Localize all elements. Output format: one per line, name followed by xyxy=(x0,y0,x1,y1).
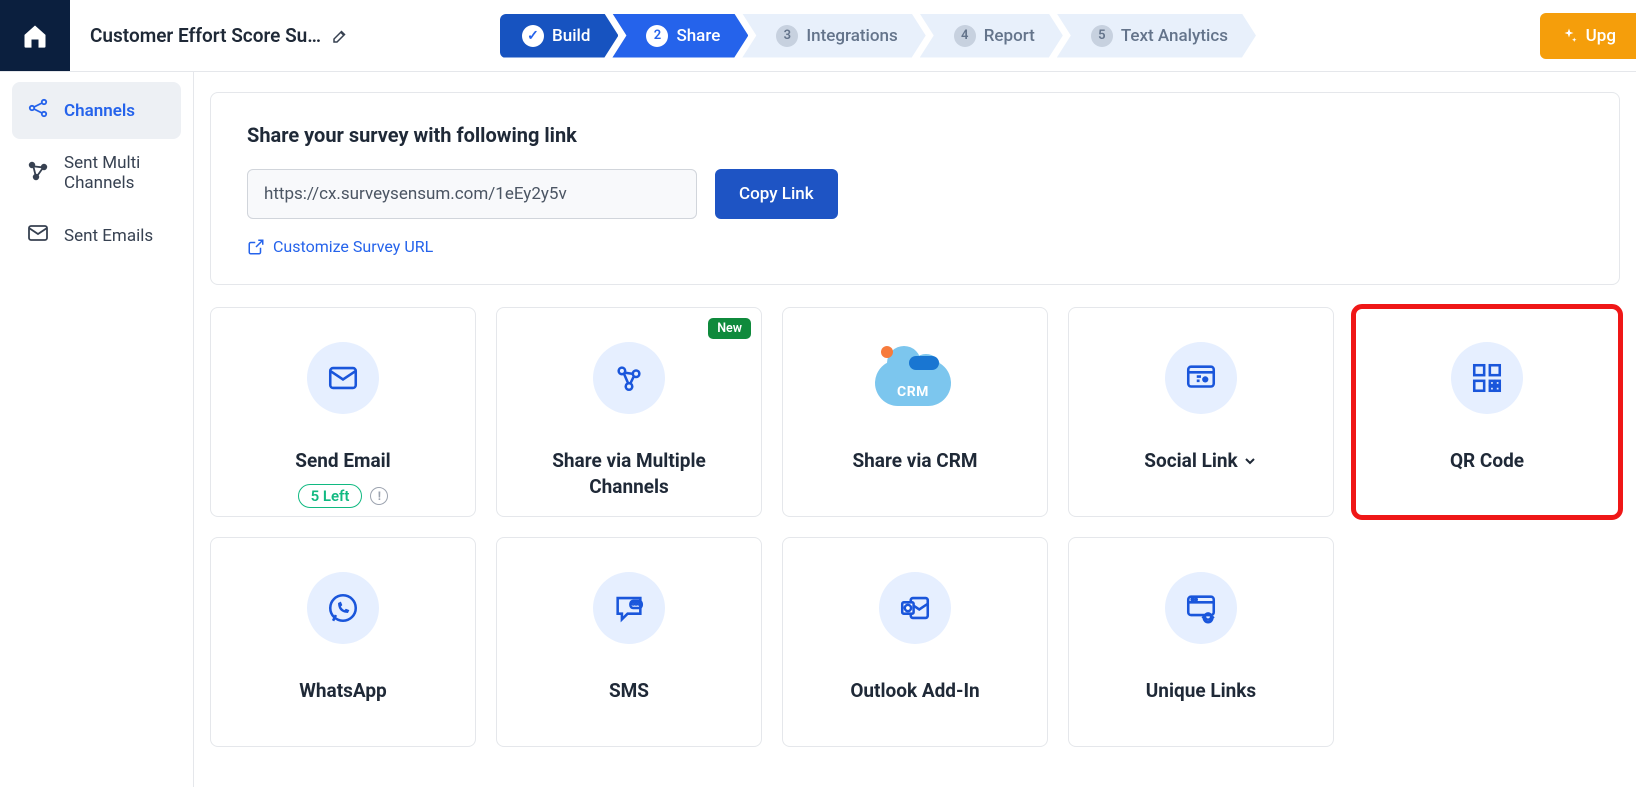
survey-title-wrap: Customer Effort Score Su… xyxy=(70,24,410,47)
wizard-step-label: Share xyxy=(676,26,720,46)
info-icon[interactable]: ! xyxy=(370,487,388,505)
sidebar-item-label: Sent Multi Channels xyxy=(64,153,167,193)
wizard-step-text-analytics[interactable]: 5 Text Analytics xyxy=(1057,14,1256,58)
channel-card-share-via-crm[interactable]: CRM Share via CRM xyxy=(782,307,1048,517)
channel-card-title: Share via CRM xyxy=(838,448,991,474)
crm-icon: CRM xyxy=(879,342,951,414)
new-badge: New xyxy=(708,318,751,339)
multi-icon xyxy=(26,159,50,188)
channel-card-outlook-add-in[interactable]: Outlook Add-In xyxy=(782,537,1048,747)
channel-card-sub: 5 Left! xyxy=(298,484,389,508)
sidebar-item-label: Sent Emails xyxy=(64,226,153,246)
share-link-panel: Share your survey with following link Co… xyxy=(210,92,1620,285)
main-content: Share your survey with following link Co… xyxy=(194,72,1636,787)
sidebar-item-sent-multi-channels[interactable]: Sent Multi Channels xyxy=(12,139,181,207)
external-edit-icon xyxy=(247,238,265,256)
wizard-steps: ✓ Build 2 Share 3 Integrations 4 Report 5 Text An… xyxy=(500,14,1250,58)
qr-icon xyxy=(1451,342,1523,414)
channel-card-share-via-multiple-channels[interactable]: New Share via Multiple Channels xyxy=(496,307,762,517)
upgrade-label: Upg xyxy=(1586,26,1616,46)
upgrade-button[interactable]: Upg xyxy=(1540,13,1636,59)
wizard-step-num: 4 xyxy=(954,25,976,47)
copy-link-button[interactable]: Copy Link xyxy=(715,169,838,219)
channel-card-title: Send Email xyxy=(281,448,404,474)
mail-icon xyxy=(307,342,379,414)
channel-card-title: Unique Links xyxy=(1132,678,1270,704)
top-bar: Customer Effort Score Su… ✓ Build 2 Share 3I… xyxy=(0,0,1636,72)
chevron-down-icon xyxy=(1238,448,1258,474)
channel-card-title: SMS xyxy=(595,678,663,704)
channel-card-title: Outlook Add-In xyxy=(836,678,993,704)
sidebar-item-label: Channels xyxy=(64,101,135,121)
sparkle-icon xyxy=(1560,27,1578,45)
wizard-step-label: Report xyxy=(984,26,1035,46)
wizard-step-build[interactable]: ✓ Build xyxy=(500,14,618,58)
home-icon xyxy=(21,22,49,50)
share-icon xyxy=(26,96,50,125)
channel-cards-grid: Send Email 5 Left! New Share via Multiple C… xyxy=(210,307,1620,747)
wizard-step-label: Build xyxy=(552,26,590,46)
sidebar-item-channels[interactable]: Channels xyxy=(12,82,181,139)
channel-card-whatsapp[interactable]: WhatsApp xyxy=(210,537,476,747)
quota-pill: 5 Left xyxy=(298,484,363,508)
sidebar-item-sent-emails[interactable]: Sent Emails xyxy=(12,207,181,264)
channel-card-title: Share via Multiple Channels xyxy=(497,448,761,499)
unique-icon xyxy=(1165,572,1237,644)
channel-card-send-email[interactable]: Send Email 5 Left! xyxy=(210,307,476,517)
outlook-icon xyxy=(879,572,951,644)
mail-icon xyxy=(26,221,50,250)
wizard-step-report[interactable]: 4 Report xyxy=(920,14,1063,58)
survey-title: Customer Effort Score Su… xyxy=(90,24,321,47)
wizard-step-label: Text Analytics xyxy=(1121,26,1228,46)
channel-card-qr-code[interactable]: QR Code xyxy=(1354,307,1620,517)
channel-card-unique-links[interactable]: Unique Links xyxy=(1068,537,1334,747)
wizard-step-num: 3 xyxy=(776,25,798,47)
channel-card-social-link[interactable]: Social Link xyxy=(1068,307,1334,517)
channel-card-title: QR Code xyxy=(1436,448,1538,474)
sms-icon xyxy=(593,572,665,644)
channel-card-title: Social Link xyxy=(1130,448,1271,474)
social-icon xyxy=(1165,342,1237,414)
share-heading: Share your survey with following link xyxy=(247,123,1583,147)
customize-url-label: Customize Survey URL xyxy=(273,237,433,256)
wizard-step-num: 2 xyxy=(646,25,668,47)
link-row: Copy Link xyxy=(247,169,1583,219)
sidebar: Channels Sent Multi Channels Sent Emails xyxy=(0,72,194,787)
wizard-step-num: ✓ xyxy=(522,25,544,47)
wizard-step-integrations[interactable]: 3 Integrations xyxy=(742,14,925,58)
wizard-step-num: 5 xyxy=(1091,25,1113,47)
survey-url-input[interactable] xyxy=(247,169,697,219)
home-button[interactable] xyxy=(0,0,70,71)
customize-url-link[interactable]: Customize Survey URL xyxy=(247,237,1583,256)
wizard-step-label: Integrations xyxy=(806,26,897,46)
wizard-step-share[interactable]: 2 Share xyxy=(612,14,748,58)
whatsapp-icon xyxy=(307,572,379,644)
channel-card-sms[interactable]: SMS xyxy=(496,537,762,747)
multi-icon xyxy=(593,342,665,414)
edit-title-icon[interactable] xyxy=(331,27,349,45)
channel-card-title: WhatsApp xyxy=(285,678,400,704)
